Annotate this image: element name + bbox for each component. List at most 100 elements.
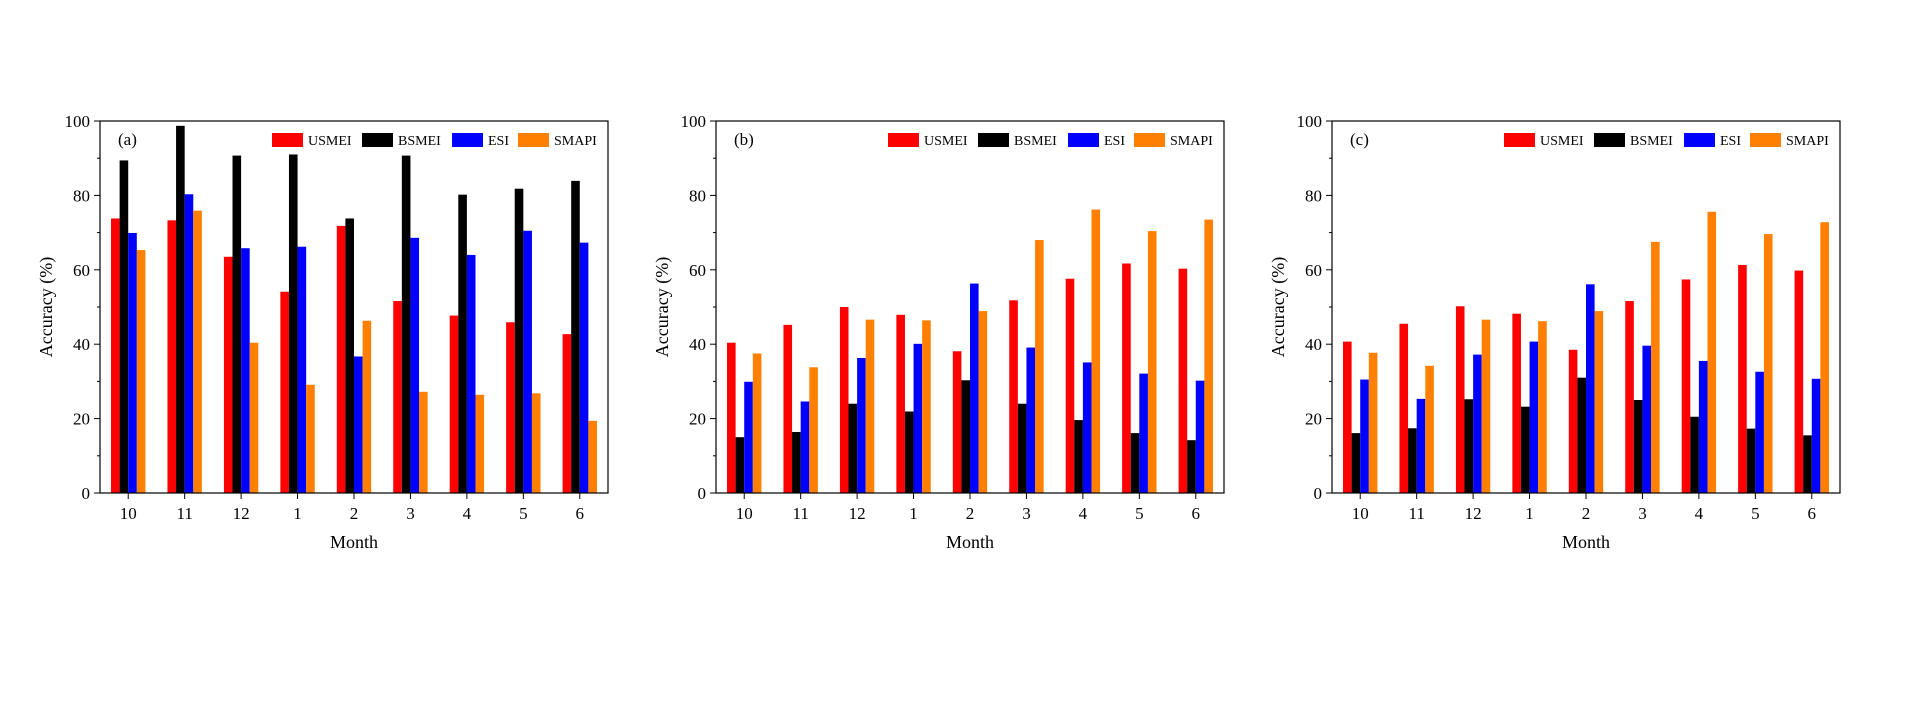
bar-esi-11 xyxy=(1416,398,1426,493)
bar-smapi-3 xyxy=(1035,240,1044,493)
x-tick-label: 5 xyxy=(519,504,528,523)
bar-usmei-6 xyxy=(1178,268,1188,493)
x-tick-label: 5 xyxy=(1751,504,1760,523)
bar-bsmei-3 xyxy=(401,155,411,493)
bar-bsmei-6 xyxy=(1187,440,1196,493)
y-tick-label: 60 xyxy=(73,261,90,280)
bar-bsmei-10 xyxy=(1351,433,1361,493)
bar-smapi-11 xyxy=(809,367,818,493)
bar-esi-12 xyxy=(1473,354,1482,493)
x-tick-label: 12 xyxy=(1465,504,1482,523)
x-tick-label: 6 xyxy=(1808,504,1817,523)
panel-label: (c) xyxy=(1350,130,1369,149)
bar-bsmei-6 xyxy=(1803,435,1812,493)
bar-smapi-2 xyxy=(1594,311,1604,493)
bar-esi-11 xyxy=(800,401,810,493)
legend-label-esi: ESI xyxy=(488,134,509,149)
bar-smapi-3 xyxy=(419,391,428,493)
x-tick-label: 10 xyxy=(120,504,137,523)
legend-swatch-usmei xyxy=(1504,133,1535,147)
x-tick-label: 2 xyxy=(350,504,359,523)
x-tick-label: 1 xyxy=(909,504,918,523)
bar-esi-2 xyxy=(1586,284,1595,493)
y-tick-label: 100 xyxy=(65,112,91,131)
legend-swatch-bsmei xyxy=(978,133,1009,147)
bar-usmei-5 xyxy=(1122,263,1131,493)
bar-smapi-6 xyxy=(1820,222,1829,493)
x-tick-label: 10 xyxy=(736,504,753,523)
bar-usmei-3 xyxy=(1625,301,1634,493)
bar-bsmei-11 xyxy=(176,125,185,493)
legend-swatch-smapi xyxy=(1750,133,1781,147)
x-tick-label: 4 xyxy=(1695,504,1704,523)
panel-label: (a) xyxy=(118,130,137,149)
x-tick-label: 5 xyxy=(1135,504,1144,523)
bar-bsmei-12 xyxy=(848,403,858,493)
y-tick-label: 80 xyxy=(73,186,90,205)
bar-usmei-2 xyxy=(1568,349,1578,493)
bar-smapi-4 xyxy=(475,394,485,493)
bar-bsmei-11 xyxy=(1408,428,1417,493)
bar-esi-4 xyxy=(1082,362,1092,493)
legend-swatch-smapi xyxy=(1134,133,1165,147)
y-tick-label: 0 xyxy=(1314,484,1323,503)
bar-smapi-2 xyxy=(362,320,372,493)
x-tick-label: 1 xyxy=(1525,504,1534,523)
bar-esi-5 xyxy=(1755,371,1764,493)
bar-esi-6 xyxy=(1811,378,1821,493)
bar-esi-6 xyxy=(579,242,589,493)
bar-bsmei-4 xyxy=(1074,420,1083,493)
bar-usmei-11 xyxy=(783,324,793,493)
y-tick-label: 0 xyxy=(698,484,707,503)
bar-smapi-10 xyxy=(752,353,762,493)
x-tick-label: 4 xyxy=(463,504,472,523)
bar-usmei-4 xyxy=(1681,279,1691,493)
bar-usmei-4 xyxy=(449,315,459,493)
x-tick-label: 11 xyxy=(1408,504,1424,523)
y-tick-label: 0 xyxy=(82,484,91,503)
bar-usmei-2 xyxy=(952,351,962,493)
x-axis-title: Month xyxy=(330,532,378,552)
y-tick-label: 40 xyxy=(689,335,706,354)
bar-usmei-4 xyxy=(1065,278,1075,493)
bar-usmei-6 xyxy=(562,334,572,493)
bar-bsmei-1 xyxy=(904,411,914,493)
legend-label-smapi: SMAPI xyxy=(1786,134,1829,149)
bar-bsmei-1 xyxy=(288,154,298,494)
bar-esi-4 xyxy=(1698,360,1708,493)
bar-usmei-1 xyxy=(1512,313,1521,493)
bar-smapi-3 xyxy=(1651,241,1660,493)
bar-bsmei-2 xyxy=(961,380,970,493)
bar-esi-4 xyxy=(466,254,476,493)
bar-usmei-11 xyxy=(167,220,177,493)
x-axis-title: Month xyxy=(1562,532,1610,552)
y-tick-label: 40 xyxy=(1305,335,1322,354)
legend-label-usmei: USMEI xyxy=(924,134,968,149)
x-tick-label: 3 xyxy=(406,504,415,523)
y-axis-title: Accuracy (%) xyxy=(652,257,673,357)
bar-esi-10 xyxy=(128,232,137,493)
bar-usmei-10 xyxy=(1343,341,1352,493)
bar-bsmei-4 xyxy=(1690,416,1699,493)
y-tick-label: 20 xyxy=(1305,410,1322,429)
bar-smapi-5 xyxy=(1763,234,1773,493)
bar-usmei-1 xyxy=(896,314,905,493)
bar-usmei-12 xyxy=(223,256,233,493)
bar-smapi-1 xyxy=(1538,321,1547,493)
bar-smapi-12 xyxy=(865,319,875,493)
bar-esi-10 xyxy=(1360,379,1369,493)
bar-esi-12 xyxy=(241,248,250,493)
bar-usmei-11 xyxy=(1399,323,1409,493)
bar-usmei-10 xyxy=(727,342,736,493)
bar-bsmei-5 xyxy=(1746,428,1756,493)
y-tick-label: 20 xyxy=(689,410,706,429)
y-tick-label: 80 xyxy=(689,186,706,205)
bar-smapi-4 xyxy=(1707,211,1717,493)
x-tick-label: 2 xyxy=(966,504,975,523)
legend-label-smapi: SMAPI xyxy=(1170,134,1213,149)
bar-usmei-12 xyxy=(839,307,849,493)
x-tick-label: 6 xyxy=(1192,504,1201,523)
bar-bsmei-5 xyxy=(1130,433,1140,493)
